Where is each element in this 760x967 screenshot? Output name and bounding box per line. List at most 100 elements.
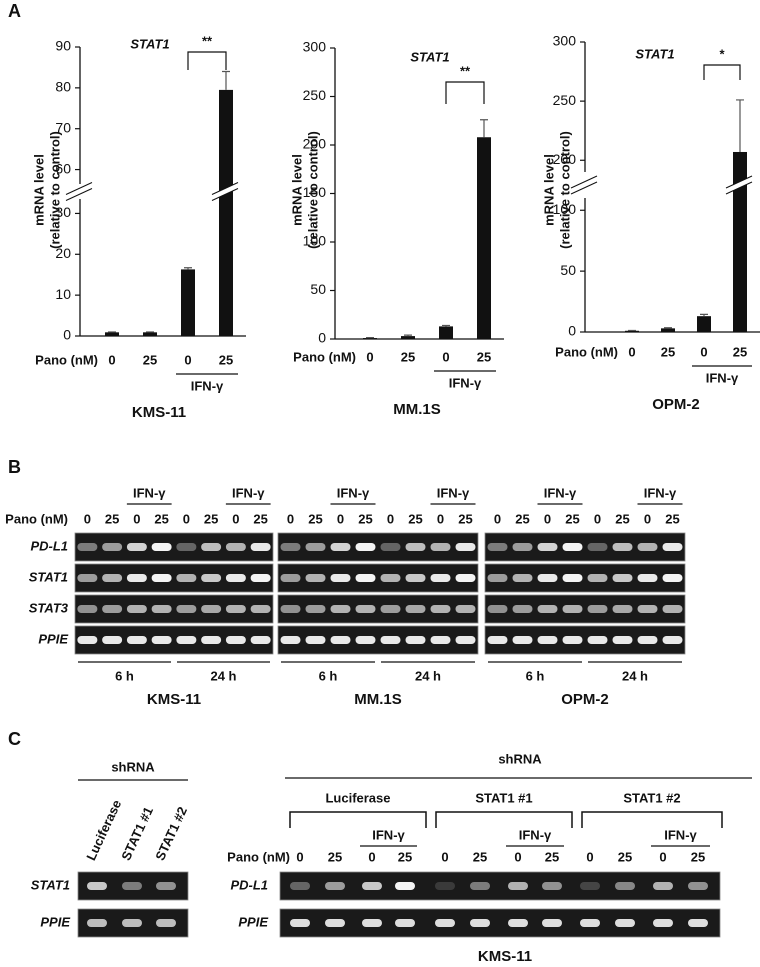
label: 0: [296, 849, 303, 864]
error-bar: [222, 70, 230, 90]
gel-band: [615, 919, 635, 927]
label: 0: [184, 352, 191, 367]
gel-band: [587, 605, 608, 613]
label: 0: [586, 849, 593, 864]
gel-band: [225, 543, 246, 551]
gel-band: [487, 636, 508, 644]
label: IFN-γ: [437, 485, 470, 500]
label: OPM-2: [561, 691, 609, 708]
bar: [105, 332, 119, 336]
gel-row: [279, 871, 721, 901]
gel-band: [201, 605, 222, 613]
gel-band: [290, 882, 310, 890]
label: Luciferase: [83, 797, 124, 862]
gel-band: [305, 605, 326, 613]
label: 0: [494, 511, 501, 526]
label: 0: [441, 849, 448, 864]
y-tick-label: 60: [55, 160, 71, 176]
y-tick-label: 10: [55, 286, 71, 302]
panel-label: A: [8, 1, 21, 21]
y-tick-label: 100: [553, 201, 577, 217]
label: 25: [219, 352, 233, 367]
bar: [625, 330, 639, 332]
gel-band: [362, 919, 382, 927]
gel-band: [430, 636, 451, 644]
gel-band: [395, 919, 415, 927]
label: STAT1 #2: [623, 790, 680, 805]
line: [65, 188, 93, 201]
label: IFN-γ: [133, 485, 166, 500]
gel-band: [280, 605, 301, 613]
label: KMS-11: [478, 948, 532, 965]
y-tick-label: 0: [63, 327, 71, 343]
gel-band: [176, 636, 197, 644]
gel-band: [512, 636, 533, 644]
label: IFN-γ: [519, 827, 552, 842]
gel-band: [250, 543, 271, 551]
gel-band: [612, 605, 633, 613]
label: 25: [398, 849, 412, 864]
label: 24 h: [415, 668, 441, 683]
gel-band: [405, 574, 426, 582]
gel-band: [435, 919, 455, 927]
y-tick-label: 70: [55, 119, 71, 135]
gel-band: [225, 605, 246, 613]
label: 0: [594, 511, 601, 526]
label: 0: [442, 349, 449, 364]
y-tick-label: 200: [303, 136, 327, 152]
gel-band: [662, 543, 683, 551]
y-tick-label: 250: [553, 92, 577, 108]
line: [211, 182, 239, 195]
gel-band: [305, 543, 326, 551]
gel-band: [662, 605, 683, 613]
gel-band: [508, 882, 528, 890]
label: 6 h: [526, 668, 545, 683]
gel-band: [122, 919, 142, 927]
label: mRNA level: [541, 154, 556, 226]
gel-band: [380, 605, 401, 613]
label: 25: [473, 849, 487, 864]
group-bracket: [289, 811, 427, 828]
label: 25: [545, 849, 559, 864]
bar: [439, 326, 453, 339]
label: 25: [253, 511, 267, 526]
y-tick-label: 300: [303, 39, 327, 55]
label: shRNA: [498, 751, 542, 766]
label: Luciferase: [325, 790, 390, 805]
gel-band: [380, 574, 401, 582]
gel-band: [430, 605, 451, 613]
label: MM.1S: [354, 691, 402, 708]
bar: [181, 269, 195, 336]
panel-label: B: [8, 457, 21, 477]
gel-band: [225, 574, 246, 582]
label: 0: [628, 344, 635, 359]
label: IFN-γ: [232, 485, 265, 500]
label: PPIE: [238, 914, 268, 929]
gel-band: [562, 574, 583, 582]
line: [570, 181, 598, 195]
bar: [143, 332, 157, 336]
bar: [733, 151, 747, 332]
gel-band: [653, 882, 673, 890]
label: PD-L1: [30, 538, 68, 553]
gel-band: [637, 605, 658, 613]
line: [65, 182, 93, 195]
gel-band: [325, 919, 345, 927]
gel-band: [455, 543, 476, 551]
label: PD-L1: [230, 877, 268, 892]
label: IFN-γ: [706, 370, 739, 385]
gel-band: [330, 574, 351, 582]
gel-band: [330, 636, 351, 644]
y-tick-label: 50: [310, 281, 326, 297]
gel-band: [487, 574, 508, 582]
label: shRNA: [111, 759, 155, 774]
bar: [477, 137, 491, 339]
label: STAT1 #1: [118, 804, 156, 862]
gel-band: [126, 605, 147, 613]
gel-band: [280, 636, 301, 644]
label: 0: [133, 511, 140, 526]
label: KMS-11: [147, 691, 201, 708]
label: **: [202, 33, 213, 48]
gel-band: [562, 543, 583, 551]
label: MM.1S: [393, 401, 441, 418]
